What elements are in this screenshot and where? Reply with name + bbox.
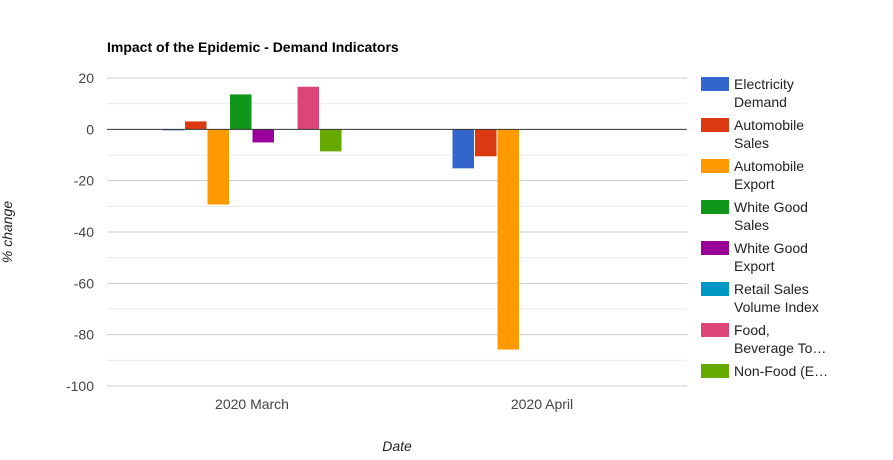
legend: ElectricityDemandAutomobileSalesAutomobi… <box>701 76 828 379</box>
legend-item[interactable]: Food, Beverage To… <box>701 322 826 356</box>
chart-title: Impact of the Epidemic - Demand Indicato… <box>107 39 399 55</box>
x-tick-label: 2020 March <box>215 396 289 412</box>
y-tick-label: 0 <box>86 121 94 137</box>
legend-label: Automobile <box>734 158 804 174</box>
bar-electricity-demand-2020-april[interactable] <box>452 129 475 169</box>
y-tick-label: -80 <box>74 327 94 343</box>
legend-swatch <box>701 118 729 132</box>
y-tick-label: -60 <box>74 275 94 291</box>
legend-label: White Good <box>734 199 808 215</box>
legend-item[interactable]: Non-Food (E… <box>701 363 828 379</box>
legend-swatch <box>701 364 729 378</box>
legend-label: Automobile <box>734 117 804 133</box>
bar-food-beverage-to-2020-march[interactable] <box>297 86 320 130</box>
legend-label: Retail Sales <box>734 281 809 297</box>
legend-label: Export <box>734 258 775 274</box>
legend-label: Export <box>734 176 775 192</box>
bar-non-food-e-2020-march[interactable] <box>320 129 342 152</box>
legend-item[interactable]: Automobile Sales <box>701 117 804 151</box>
legend-item[interactable]: Retail Sales Volume Index <box>701 281 819 315</box>
legend-item[interactable]: White Good Sales <box>701 199 808 233</box>
y-tick-label: -100 <box>66 378 94 394</box>
legend-label: Sales <box>734 217 769 233</box>
gridlines <box>107 77 687 387</box>
bar-automobile-export-2020-april[interactable] <box>497 129 520 350</box>
x-tick-label: 2020 April <box>511 396 573 412</box>
legend-label: Food, <box>734 322 770 338</box>
y-axis-title: % change <box>0 201 15 263</box>
y-tick-label: 20 <box>78 70 94 86</box>
legend-swatch <box>701 159 729 173</box>
bar-automobile-export-2020-march[interactable] <box>207 129 230 205</box>
bar-automobile-sales-2020-march[interactable] <box>185 121 207 130</box>
y-tick-label: -40 <box>74 224 94 240</box>
y-tick-label: -20 <box>74 173 94 189</box>
bar-white-good-sales-2020-march[interactable] <box>230 94 252 130</box>
legend-label: Sales <box>734 135 769 151</box>
legend-label: White Good <box>734 240 808 256</box>
legend-swatch <box>701 77 729 91</box>
bars <box>162 86 520 350</box>
bar-automobile-sales-2020-april[interactable] <box>475 129 497 157</box>
bar-white-good-export-2020-march[interactable] <box>252 129 275 143</box>
legend-swatch <box>701 200 729 214</box>
y-axis-ticks: 20 0 -20 -40 -60 -80 -100 <box>66 70 94 394</box>
legend-item[interactable]: White Good Export <box>701 240 808 274</box>
legend-label: Beverage To… <box>734 340 826 356</box>
legend-label: Volume Index <box>734 299 819 315</box>
legend-swatch <box>701 241 729 255</box>
legend-item[interactable]: Automobile Export <box>701 158 804 192</box>
x-axis-title: Date <box>382 438 412 454</box>
legend-item[interactable]: Electricity Demand <box>701 76 794 110</box>
legend-label: Non-Food (E… <box>734 363 828 379</box>
x-axis-ticks: 2020 March 2020 April <box>215 396 573 412</box>
legend-label: Demand <box>734 94 787 110</box>
legend-swatch <box>701 282 729 296</box>
legend-label: Electricity <box>734 76 794 92</box>
legend-swatch <box>701 323 729 337</box>
